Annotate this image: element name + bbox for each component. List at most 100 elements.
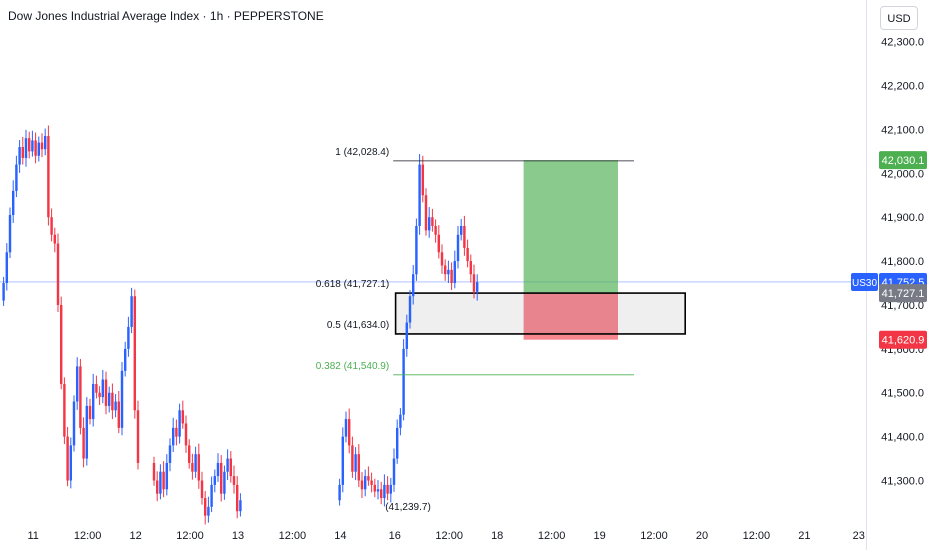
x-tick-label: 11 [27,530,38,542]
fib-level-label: 0.382 (41,540.9) [316,361,389,372]
candle-body [239,500,242,512]
candle-body [63,383,66,437]
candle-body [152,462,156,481]
candle-body [450,269,453,284]
candle-body [155,480,159,494]
candle-body [395,427,399,459]
x-tick-label: 12 [129,530,141,542]
candle-body [95,383,98,393]
candle-body [229,458,233,477]
y-tick-label: 41,700.0 [881,300,924,312]
candle-body [363,476,367,490]
candle-body [82,427,85,459]
candle-body [408,296,412,323]
candle-body [127,326,130,349]
symbol-tag-box [851,272,878,291]
y-tick-label: 42,000.0 [881,168,924,180]
fib-low-label: (41,239.7) [385,502,431,513]
candle-body [402,348,405,415]
candle-body [421,164,425,196]
candle-body [165,462,169,490]
candle-body [181,410,185,424]
candle-body [440,252,444,266]
x-tick-label: 12:00 [538,530,566,542]
candle-body [213,476,217,485]
candle-body [197,454,201,481]
candle-body [136,410,140,463]
candle-body [434,225,437,235]
fib-layer: 1 (42,028.4) 0.618 (41,727.1) 0.5 (41,634.… [316,147,634,513]
candle-body [47,136,50,218]
candle-body [50,217,53,235]
y-tick-label: 41,300.0 [881,476,924,488]
zones-layer [0,160,866,340]
candle-body [210,484,213,507]
price-label-text: 41,727.1 [882,288,925,300]
candle-body [53,234,57,244]
x-tick-label: 16 [389,530,401,542]
y-tick-label: 41,500.0 [881,388,924,400]
y-tick-label: 42,300.0 [881,37,924,49]
candle-body [5,252,9,284]
x-tick-label: 12:00 [435,530,463,542]
candle-body [15,164,18,191]
x-tick-label: 20 [696,530,708,542]
candle-body [344,419,348,437]
x-tick-label: 12:00 [640,530,668,542]
candle-body [133,296,137,411]
candle-body [175,427,178,437]
candle-body [159,471,162,494]
candle-body [34,140,37,156]
candle-body [168,445,172,463]
y-tick-label: 42,200.0 [881,81,924,93]
candle-body [2,283,5,301]
candles-layer [2,125,479,525]
currency-button[interactable]: USD [880,6,918,30]
candle-body [456,234,460,262]
x-tick-label: 23 [853,530,865,542]
candle-body [203,498,207,516]
candle-body [216,462,220,477]
candle-body [443,265,447,275]
candle-body [219,462,223,494]
fib-level-label: 0.5 (41,634.0) [327,320,389,331]
candle-body [194,454,197,472]
candle-body [424,195,428,231]
candle-body [75,366,79,402]
price-label-box [879,284,927,303]
candle-body [31,140,34,152]
candle-body [447,269,450,275]
price-label-text: 42,030.1 [882,155,925,167]
candle-body [376,489,380,492]
x-tick-label: 12:00 [279,530,307,542]
candle-body [466,247,469,262]
candle-body [386,484,389,494]
candle-body [178,410,181,437]
stop-zone [523,293,618,340]
candle-body [360,480,364,490]
candle-body [88,405,92,420]
x-tick-label: 19 [593,530,605,542]
y-tick-label: 41,800.0 [881,256,924,268]
candle-body [101,379,105,398]
candle-body [104,379,108,406]
candle-body [72,401,76,446]
candle-body [232,476,236,485]
candle-body [379,489,383,499]
candle-body [187,445,191,463]
price-axis: 41,300.041,400.041,500.041,600.041,700.0… [881,37,924,488]
candle-body [347,419,351,446]
candle-body [171,427,175,446]
candle-body [27,138,31,152]
target-zone [523,160,618,294]
price-label-box [879,151,927,170]
candle-body [40,142,44,150]
candle-body [475,282,479,292]
candle-body [399,414,402,428]
candle-body [91,383,95,420]
candle-body [56,243,60,305]
candle-body [389,484,393,494]
candle-body [111,392,114,411]
candle-body [66,436,69,481]
